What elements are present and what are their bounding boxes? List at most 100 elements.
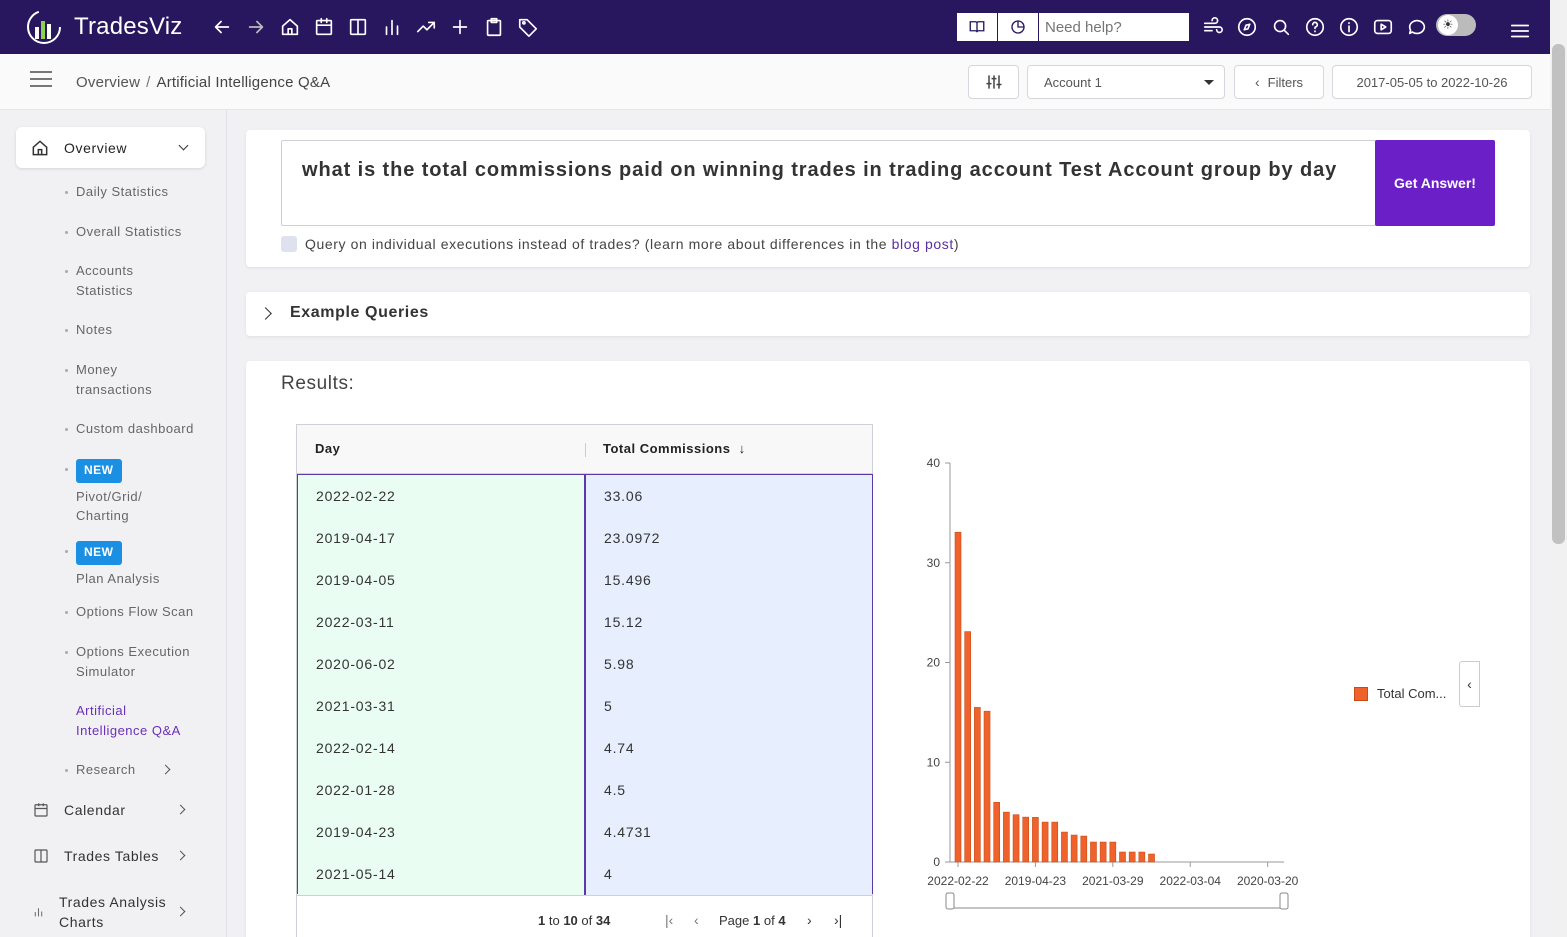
- first-page-icon[interactable]: |‹: [665, 912, 674, 928]
- table-row[interactable]: 2022-02-14 4.74: [298, 727, 872, 769]
- plus-icon[interactable]: [443, 10, 477, 44]
- cell-total-commissions[interactable]: 5: [586, 685, 872, 727]
- sidebar-item-label: Artificial Intelligence Q&A: [76, 703, 181, 738]
- date-range-picker[interactable]: 2017-05-05 to 2022-10-26: [1332, 65, 1532, 99]
- get-answer-button[interactable]: Get Answer!: [1375, 140, 1495, 226]
- sidebar-item-overall-statistics[interactable]: Overall Statistics: [65, 222, 182, 242]
- legend-collapse-button[interactable]: ‹: [1459, 661, 1480, 707]
- tag-icon[interactable]: [511, 10, 545, 44]
- wind-icon[interactable]: [1196, 10, 1230, 44]
- cell-total-commissions[interactable]: 5.98: [586, 643, 872, 685]
- video-icon[interactable]: [1366, 10, 1400, 44]
- bar: [1061, 831, 1068, 863]
- cell-day[interactable]: 2020-06-02: [298, 643, 586, 685]
- info-icon[interactable]: [1332, 10, 1366, 44]
- sidebar-item-overview[interactable]: Overview: [16, 127, 205, 168]
- y-tick-label: 20: [927, 656, 941, 670]
- filters-button[interactable]: ‹ Filters: [1234, 65, 1324, 99]
- page-indicator: Page 1 of 4: [719, 913, 786, 928]
- cell-day[interactable]: 2022-02-14: [298, 727, 586, 769]
- cell-total-commissions[interactable]: 23.0972: [586, 517, 872, 559]
- table-row[interactable]: 2021-05-14 4: [298, 853, 872, 895]
- theme-toggle[interactable]: ☀: [1436, 14, 1476, 36]
- table-row[interactable]: 2021-03-31 5: [298, 685, 872, 727]
- sidebar-toggle-icon[interactable]: [30, 71, 52, 92]
- cell-day[interactable]: 2022-02-22: [298, 475, 586, 517]
- cell-total-commissions[interactable]: 4.4731: [586, 811, 872, 853]
- column-header-total-commissions[interactable]: Total Commissions ↓: [603, 441, 746, 456]
- breadcrumb-root[interactable]: Overview: [76, 74, 141, 91]
- bar-chart-icon[interactable]: [375, 10, 409, 44]
- book-icon[interactable]: [957, 13, 998, 41]
- cell-day[interactable]: 2022-01-28: [298, 769, 586, 811]
- app-logo[interactable]: TradesViz: [26, 9, 183, 45]
- cell-day[interactable]: 2021-03-31: [298, 685, 586, 727]
- sidebar-item-calendar[interactable]: Calendar: [32, 800, 126, 820]
- sidebar-item-custom-dashboard[interactable]: Custom dashboard: [65, 419, 194, 439]
- bar: [1138, 851, 1146, 863]
- bar: [1148, 853, 1155, 863]
- table-row[interactable]: 2019-04-05 15.496: [298, 559, 872, 601]
- prev-page-icon[interactable]: ‹: [694, 912, 699, 928]
- search-icon[interactable]: [1264, 10, 1298, 44]
- sidebar-item-options-execution-simulator[interactable]: Options Execution Simulator: [65, 642, 201, 681]
- cell-day[interactable]: 2019-04-23: [298, 811, 586, 853]
- table-row[interactable]: 2022-03-11 15.12: [298, 601, 872, 643]
- query-textarea[interactable]: what is the total commissions paid on wi…: [281, 140, 1376, 226]
- next-page-icon[interactable]: ›: [807, 912, 812, 928]
- menu-icon[interactable]: [1503, 14, 1537, 48]
- cell-day[interactable]: 2022-03-11: [298, 601, 586, 643]
- trend-icon[interactable]: [409, 10, 443, 44]
- bar: [1119, 851, 1126, 863]
- question-icon[interactable]: [1298, 10, 1332, 44]
- sidebar-item-accounts-statistics[interactable]: Accounts Statistics: [65, 261, 156, 300]
- table-row[interactable]: 2022-02-22 33.06: [298, 475, 872, 517]
- sidebar-item-notes[interactable]: Notes: [65, 320, 112, 340]
- blog-post-link[interactable]: blog post: [891, 236, 954, 252]
- cell-total-commissions[interactable]: 4.74: [586, 727, 872, 769]
- sidebar-item-trades-analysis-charts[interactable]: Trades Analysis Charts: [32, 892, 172, 932]
- sidebar-item-pivot-grid[interactable]: NEW Pivot/Grid/ Charting: [65, 459, 166, 526]
- calendar-icon[interactable]: [307, 10, 341, 44]
- pie-chart-icon[interactable]: [998, 13, 1039, 41]
- clipboard-icon[interactable]: [477, 10, 511, 44]
- sidebar-item-money-transactions[interactable]: Money transactions: [65, 360, 166, 399]
- scrollbar-thumb[interactable]: [1552, 44, 1565, 544]
- sidebar-item-ai-qa[interactable]: Artificial Intelligence Q&A: [76, 701, 201, 740]
- cell-total-commissions[interactable]: 15.12: [586, 601, 872, 643]
- sidebar-item-research[interactable]: Research: [65, 760, 176, 780]
- account-select[interactable]: Account 1: [1027, 65, 1225, 99]
- table-row[interactable]: 2019-04-17 23.0972: [298, 517, 872, 559]
- cell-day[interactable]: 2021-05-14: [298, 853, 586, 895]
- arrow-left-icon[interactable]: [205, 10, 239, 44]
- cell-total-commissions[interactable]: 4: [586, 853, 872, 895]
- home-icon[interactable]: [273, 10, 307, 44]
- column-header-day[interactable]: Day: [315, 441, 341, 456]
- cell-day[interactable]: 2019-04-05: [298, 559, 586, 601]
- cell-total-commissions[interactable]: 4.5: [586, 769, 872, 811]
- column-header-label: Total Commissions: [603, 441, 731, 456]
- compass-icon[interactable]: [1230, 10, 1264, 44]
- chart-legend[interactable]: Total Com...: [1354, 686, 1446, 701]
- sidebar-item-trades-tables[interactable]: Trades Tables: [32, 846, 159, 866]
- settings-sliders-button[interactable]: [968, 65, 1019, 99]
- page-scrollbar[interactable]: [1550, 0, 1567, 937]
- chat-icon[interactable]: [1400, 10, 1434, 44]
- cell-day[interactable]: 2019-04-17: [298, 517, 586, 559]
- sidebar-item-plan-analysis[interactable]: NEW Plan Analysis: [65, 541, 160, 588]
- table-row[interactable]: 2022-01-28 4.5: [298, 769, 872, 811]
- sidebar-item-label: Trades Tables: [64, 848, 159, 864]
- cell-total-commissions[interactable]: 33.06: [586, 475, 872, 517]
- last-page-icon[interactable]: ›|: [834, 912, 843, 928]
- sidebar-item-options-flow-scan[interactable]: Options Flow Scan: [65, 602, 194, 622]
- cell-total-commissions[interactable]: 15.496: [586, 559, 872, 601]
- table-row[interactable]: 2019-04-23 4.4731: [298, 811, 872, 853]
- table-row[interactable]: 2020-06-02 5.98: [298, 643, 872, 685]
- example-queries-accordion[interactable]: Example Queries: [246, 292, 1530, 336]
- sidebar-item-daily-statistics[interactable]: Daily Statistics: [65, 182, 169, 202]
- help-search-input[interactable]: [1039, 13, 1189, 41]
- executions-checkbox[interactable]: [281, 236, 297, 252]
- arrow-right-icon[interactable]: [239, 10, 273, 44]
- chevron-right-icon: [175, 906, 186, 917]
- columns-icon[interactable]: [341, 10, 375, 44]
